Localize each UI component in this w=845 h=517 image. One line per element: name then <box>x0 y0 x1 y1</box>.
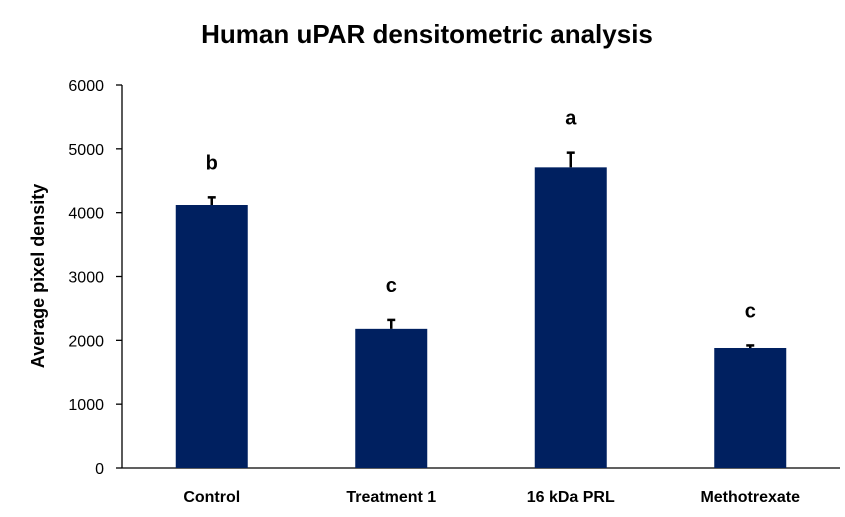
significance-label: b <box>206 152 218 174</box>
y-tick-label: 1000 <box>68 397 104 414</box>
significance-label: c <box>745 300 756 322</box>
y-tick-label: 3000 <box>68 270 104 287</box>
bar <box>714 347 787 468</box>
bar <box>355 328 428 468</box>
y-tick-label: 0 <box>95 461 104 478</box>
significance-label: a <box>565 108 577 130</box>
x-tick-label: Methotrexate <box>700 489 800 506</box>
x-tick-label: Treatment 1 <box>346 489 436 506</box>
y-tick-label: 5000 <box>68 142 104 159</box>
y-tick-label: 6000 <box>68 78 104 95</box>
chart-title: Human uPAR densitometric analysis <box>201 19 653 49</box>
x-tick-label: Control <box>183 489 240 506</box>
x-tick-label: 16 kDa PRL <box>527 489 615 506</box>
significance-label: c <box>386 275 397 297</box>
y-tick-label: 2000 <box>68 333 104 350</box>
plot-area: 0 1000 2000 3000 4000 5000 6000 Control b Treatme… <box>68 78 840 506</box>
y-axis-label: Average pixel density <box>28 184 48 368</box>
y-tick-label: 4000 <box>68 206 104 223</box>
bar <box>175 205 248 469</box>
bar <box>534 167 607 468</box>
